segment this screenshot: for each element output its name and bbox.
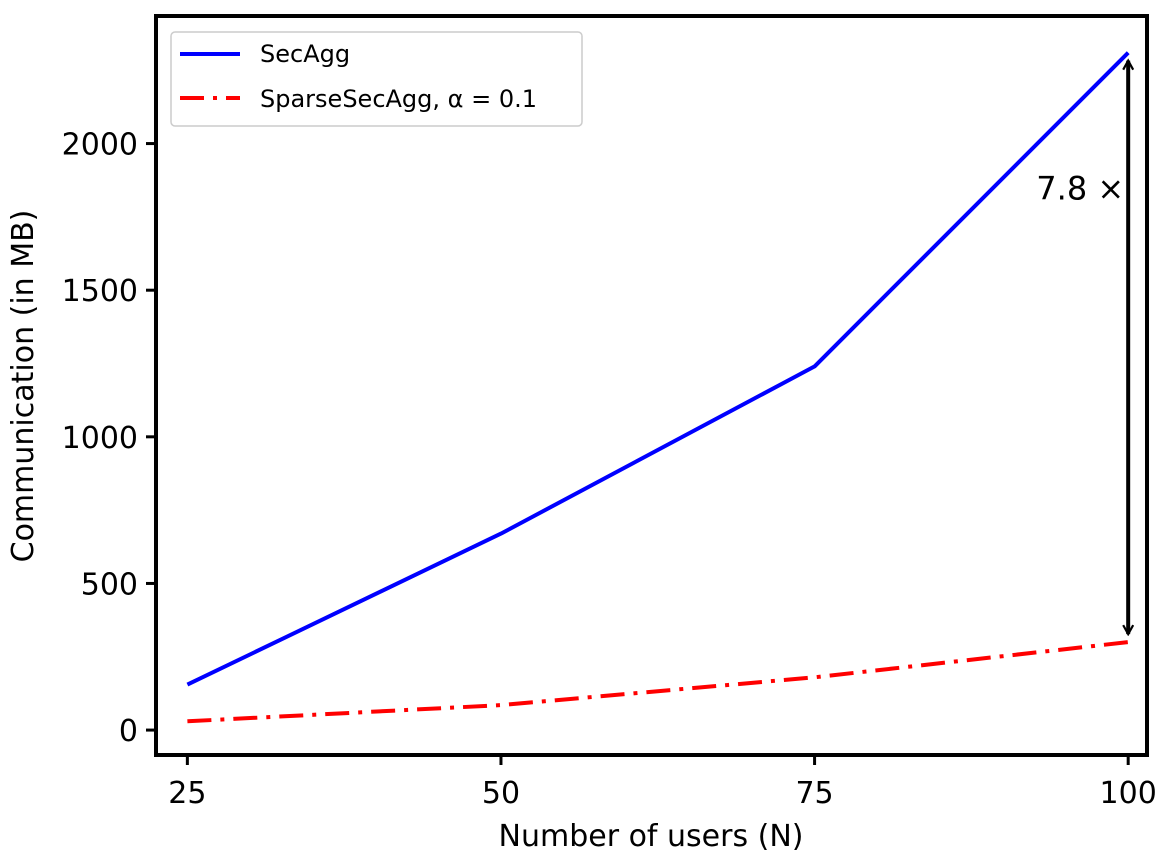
x-tick-label: 75 bbox=[795, 776, 833, 811]
y-tick-label: 1000 bbox=[62, 421, 138, 456]
legend-label-sparsesecagg: SparseSecAgg, α = 0.1 bbox=[260, 85, 537, 113]
x-tick-label: 100 bbox=[1100, 776, 1156, 811]
x-axis: 25 50 75 100 bbox=[168, 755, 1156, 811]
series-line-secagg bbox=[186, 51, 1130, 687]
legend-box bbox=[170, 31, 583, 127]
y-axis: 0 500 1000 1500 2000 bbox=[62, 128, 156, 749]
y-tick-label: 2000 bbox=[62, 128, 138, 163]
ratio-label: 7.8 × bbox=[1036, 169, 1124, 207]
legend-label-secagg: SecAgg bbox=[260, 40, 350, 68]
x-tick-label: 25 bbox=[168, 776, 206, 811]
series-line-sparsesecagg bbox=[187, 640, 1129, 724]
legend: SecAgg SparseSecAgg, α = 0.1 bbox=[170, 31, 583, 127]
y-tick-label: 500 bbox=[81, 567, 138, 602]
x-axis-label: Number of users (N) bbox=[499, 819, 804, 854]
plot-area bbox=[154, 14, 1149, 757]
y-tick-label: 0 bbox=[119, 714, 138, 749]
y-tick-label: 1500 bbox=[62, 274, 138, 309]
x-tick-label: 50 bbox=[482, 776, 520, 811]
y-axis-label: Communication (in MB) bbox=[6, 210, 41, 563]
